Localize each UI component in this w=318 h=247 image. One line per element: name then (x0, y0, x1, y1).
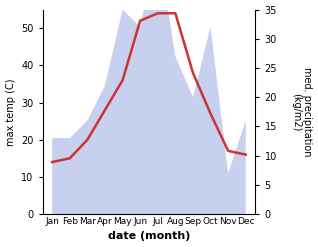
Y-axis label: med. precipitation
(kg/m2): med. precipitation (kg/m2) (291, 67, 313, 157)
X-axis label: date (month): date (month) (108, 231, 190, 242)
Y-axis label: max temp (C): max temp (C) (5, 78, 16, 145)
